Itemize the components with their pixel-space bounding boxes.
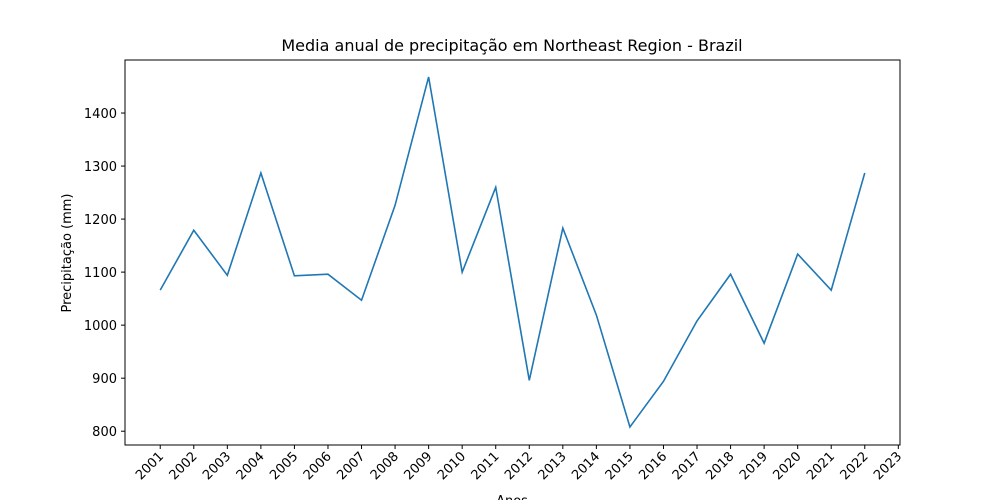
x-tick-label: 2009 xyxy=(401,449,435,483)
x-tick-label: 2010 xyxy=(435,449,469,483)
y-tick-label: 1400 xyxy=(84,107,117,122)
x-tick-label: 2022 xyxy=(838,449,872,483)
y-tick-label: 800 xyxy=(92,425,117,440)
y-tick-label: 1200 xyxy=(84,213,117,228)
x-tick-label: 2012 xyxy=(502,449,536,483)
line-series xyxy=(159,76,866,429)
x-tick-label: 2008 xyxy=(368,449,402,483)
x-tick-label: 2019 xyxy=(737,449,771,483)
chart-title: Media anual de precipitação em Northeast… xyxy=(281,36,742,55)
y-tick-label: 1000 xyxy=(84,319,117,334)
x-tick-label: 2018 xyxy=(703,449,737,483)
x-tick-label: 2007 xyxy=(334,449,368,483)
x-tick-label: 2002 xyxy=(167,449,201,483)
x-tick-label: 2004 xyxy=(234,449,268,483)
x-tick-label: 2003 xyxy=(200,449,234,483)
x-tick-label: 2023 xyxy=(871,449,905,483)
x-tick-label: 2016 xyxy=(636,449,670,483)
y-tick-label: 900 xyxy=(92,372,117,387)
x-tick-label: 2013 xyxy=(536,449,570,483)
y-tick-label: 1300 xyxy=(84,160,117,175)
x-tick-label: 2015 xyxy=(603,449,637,483)
plot-frame xyxy=(124,59,901,446)
x-axis-label: Anos xyxy=(496,494,528,500)
x-tick-label: 2020 xyxy=(770,449,804,483)
x-tick-label: 2017 xyxy=(670,449,704,483)
x-tick-label: 2021 xyxy=(804,449,838,483)
x-tick-label: 2014 xyxy=(569,449,603,483)
x-tick-label: 2011 xyxy=(469,449,503,483)
y-axis-label: Precipitação (mm) xyxy=(60,193,75,312)
x-tick-label: 2005 xyxy=(267,449,301,483)
x-tick-label: 2006 xyxy=(301,449,335,483)
y-tick-label: 1100 xyxy=(84,266,117,281)
x-tick-label: 2001 xyxy=(133,449,167,483)
